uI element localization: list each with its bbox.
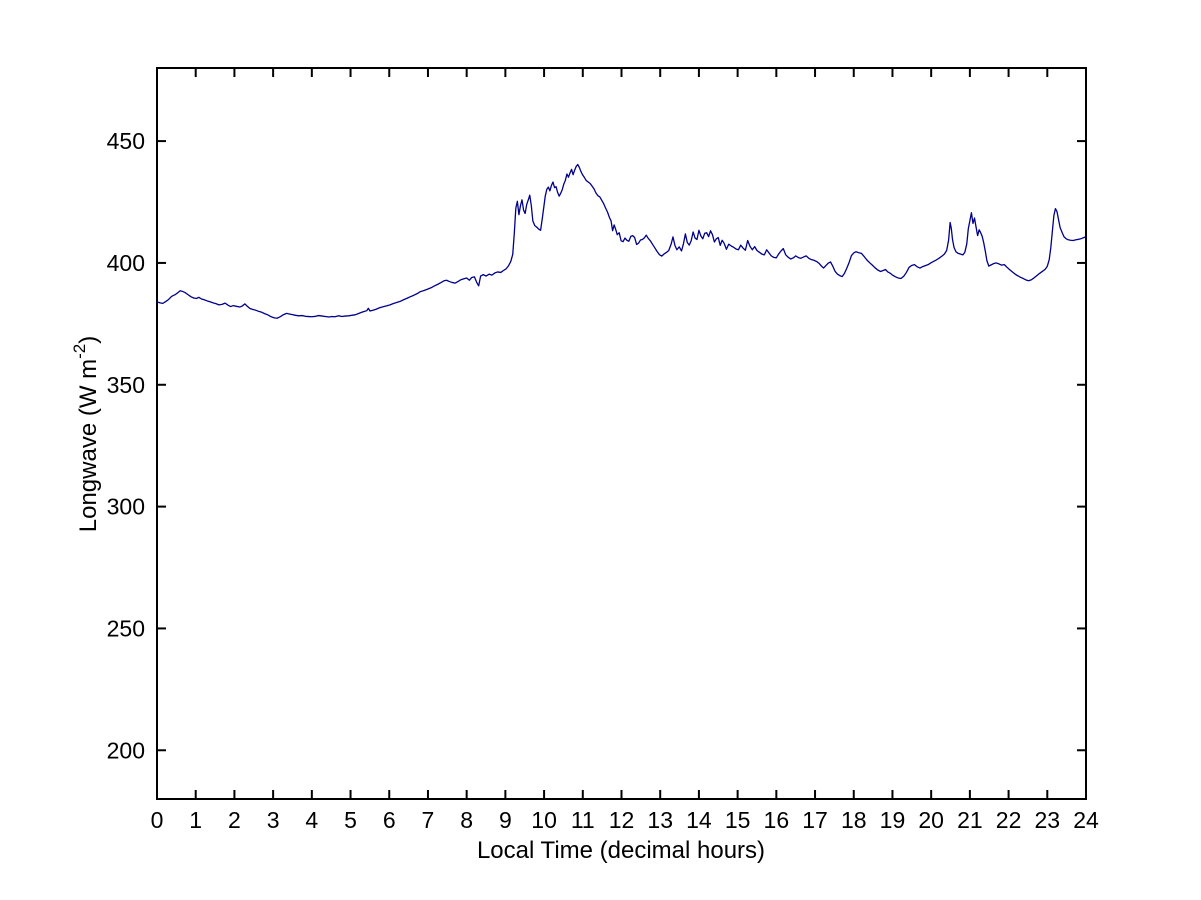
x-tick-label: 16 [764, 807, 790, 833]
x-tick-label: 19 [880, 807, 906, 833]
x-tick-label: 21 [957, 807, 983, 833]
x-tick-label: 4 [305, 807, 318, 833]
x-tick-label: 13 [647, 807, 673, 833]
x-tick-label: 1 [189, 807, 202, 833]
x-tick-label: 17 [802, 807, 828, 833]
y-tick-label: 200 [107, 737, 145, 763]
x-tick-label: 24 [1073, 807, 1099, 833]
axis-ticks [156, 68, 1087, 799]
x-tick-label: 10 [531, 807, 557, 833]
x-tick-label: 18 [841, 807, 867, 833]
x-tick-label: 7 [422, 807, 435, 833]
data-series [156, 163, 1087, 319]
x-tick-label: 20 [918, 807, 944, 833]
axis-tick-labels: 0 1 2 3 4 5 6 7 8 9 10 11 12 13 14 15 16 17 18 19 20 21 22 23 24… [107, 128, 1099, 833]
longwave-irradiance-line [156, 163, 1087, 319]
x-tick-label: 22 [996, 807, 1022, 833]
y-axis-label: Longwave (W m-2) [70, 336, 102, 533]
x-tick-label: 2 [228, 807, 241, 833]
x-tick-label: 5 [344, 807, 357, 833]
x-tick-label: 14 [686, 807, 712, 833]
x-tick-label: 0 [151, 807, 164, 833]
x-tick-label: 12 [609, 807, 635, 833]
y-tick-label: 400 [107, 250, 145, 276]
y-tick-label: 250 [107, 615, 145, 641]
x-tick-label: 11 [571, 807, 595, 833]
x-tick-label: 9 [499, 807, 512, 833]
x-tick-label: 6 [383, 807, 396, 833]
x-tick-label: 3 [267, 807, 280, 833]
x-tick-label: 23 [1034, 807, 1060, 833]
x-axis-label: Local Time (decimal hours) [477, 837, 765, 864]
x-tick-label: 15 [725, 807, 751, 833]
y-tick-label: 450 [107, 128, 145, 154]
plot-box [156, 67, 1087, 800]
x-tick-label: 8 [460, 807, 473, 833]
y-tick-label: 350 [107, 372, 145, 398]
y-tick-label: 300 [107, 494, 145, 520]
plot-area [156, 67, 1087, 800]
